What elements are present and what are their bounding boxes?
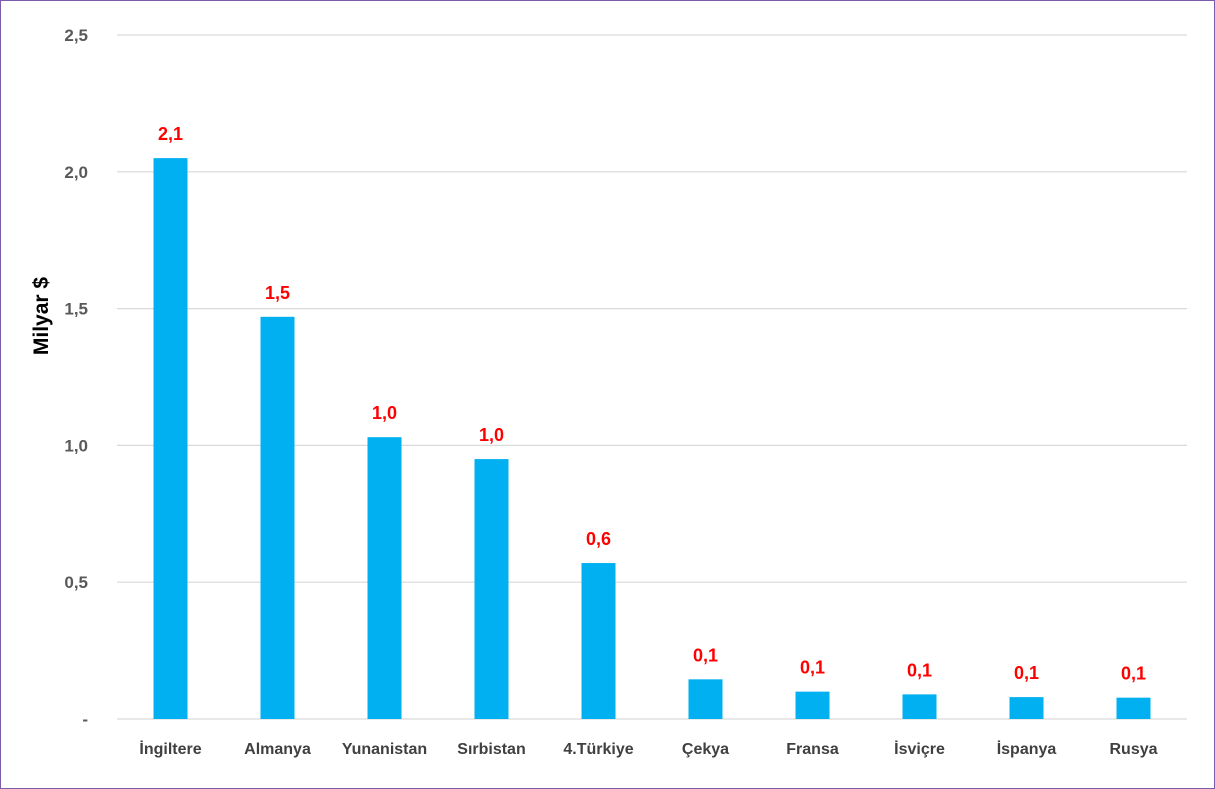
bar xyxy=(367,437,402,719)
x-tick-label: Fransa xyxy=(786,741,839,758)
x-tick-label: 4.Türkiye xyxy=(563,741,633,758)
y-tick-label: 2,0 xyxy=(64,163,88,182)
bar xyxy=(688,679,723,719)
data-label: 0,1 xyxy=(1121,664,1146,684)
bar xyxy=(153,158,188,719)
y-tick-label: - xyxy=(82,710,88,729)
data-label: 2,1 xyxy=(158,124,183,144)
x-tick-label: Yunanistan xyxy=(342,741,427,758)
x-tick-label: Sırbistan xyxy=(457,741,525,758)
data-label: 0,1 xyxy=(1014,663,1039,683)
data-label: 0,6 xyxy=(586,529,611,549)
data-label: 0,1 xyxy=(693,645,718,665)
data-label: 1,0 xyxy=(372,403,397,423)
x-tick-label: İspanya xyxy=(997,740,1057,758)
data-label: 0,1 xyxy=(907,660,932,680)
gridlines xyxy=(117,34,1187,720)
x-tick-label: Çekya xyxy=(682,741,729,758)
y-tick-label: 1,0 xyxy=(64,436,88,455)
bars xyxy=(153,158,1151,719)
x-tick-label: İsviçre xyxy=(894,740,945,758)
y-tick-label: 1,5 xyxy=(64,300,88,319)
bar xyxy=(902,694,937,719)
bar xyxy=(1116,697,1151,719)
y-tick-label: 0,5 xyxy=(64,573,88,592)
x-tick-label: Rusya xyxy=(1109,741,1157,758)
data-label: 1,5 xyxy=(265,283,290,303)
bar xyxy=(474,459,509,719)
data-labels: 2,1 1,5 1,0 1,0 0,6 0,1 0,1 0,1 0,1 0,1 xyxy=(158,124,1146,684)
bar xyxy=(1009,697,1044,719)
x-tick-label: Almanya xyxy=(244,741,311,758)
y-axis-ticks: - 0,5 1,0 1,5 2,0 2,5 xyxy=(64,26,88,729)
bar xyxy=(260,316,295,719)
y-axis-title: Milyar $ xyxy=(30,277,53,356)
bar xyxy=(795,691,830,719)
data-label: 1,0 xyxy=(479,425,504,445)
y-tick-label: 2,5 xyxy=(64,26,88,45)
x-axis-ticks: İngiltere Almanya Yunanistan Sırbistan 4.Tür… xyxy=(139,740,1157,758)
x-tick-label: İngiltere xyxy=(139,740,201,758)
bar xyxy=(581,563,616,719)
data-label: 0,1 xyxy=(800,658,825,678)
